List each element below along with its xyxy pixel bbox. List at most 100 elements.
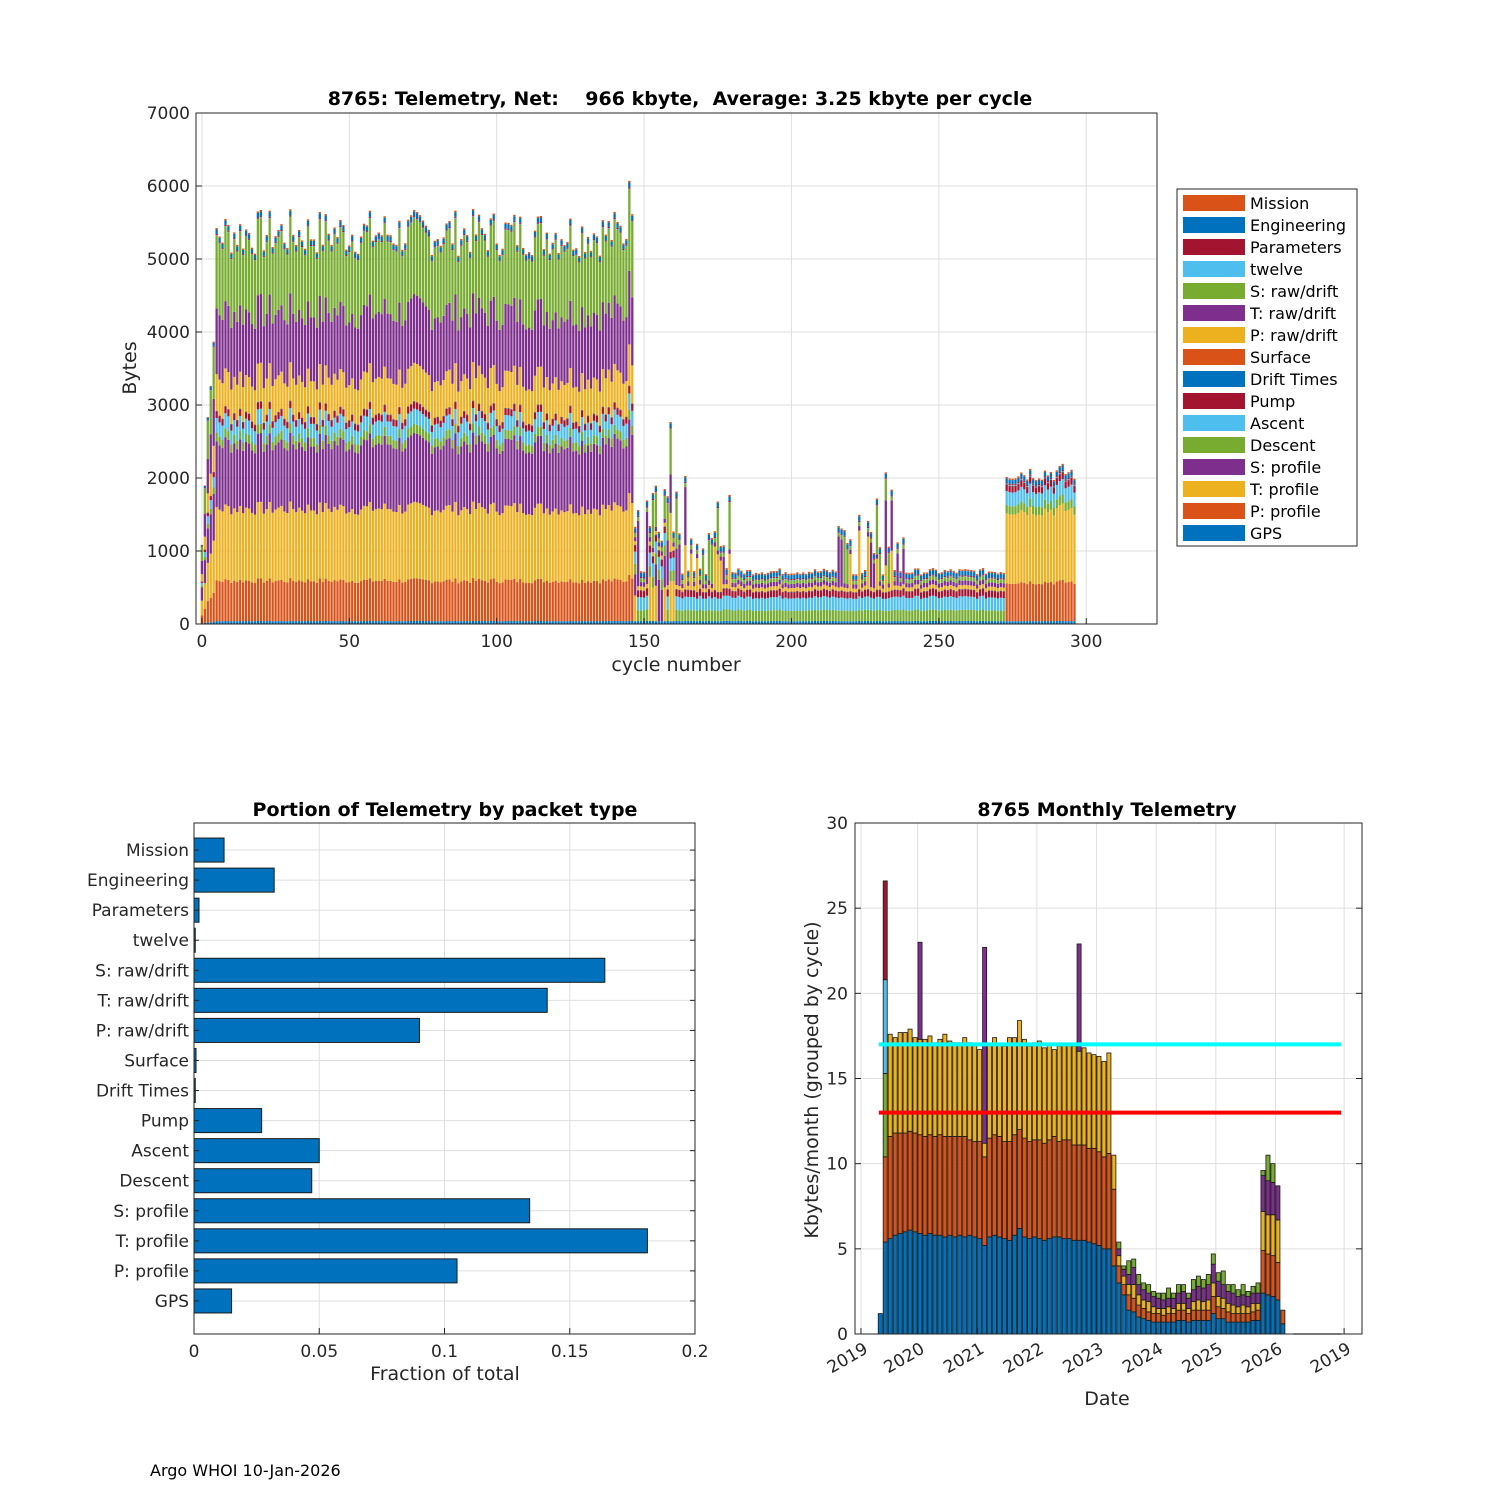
top-bar-segment	[914, 576, 917, 580]
top-bar-segment	[881, 592, 884, 599]
top-bar-segment	[342, 579, 345, 622]
monthly-bar-segment	[1190, 1289, 1196, 1303]
top-bar-segment	[519, 366, 522, 405]
fraction-category-label: T: profile	[115, 1232, 189, 1252]
top-bar-segment	[642, 578, 646, 580]
top-bar-segment	[642, 610, 646, 622]
top-bar-segment	[825, 577, 828, 578]
top-bar-segment	[769, 586, 772, 591]
top-bar-segment	[362, 408, 366, 410]
top-bar-segment	[1008, 583, 1011, 622]
top-bar-segment	[766, 578, 770, 580]
top-bar-segment	[345, 621, 348, 624]
top-bar-segment	[563, 621, 566, 624]
top-bar-segment	[215, 235, 218, 309]
top-bar-segment	[902, 588, 905, 596]
top-bar-segment	[648, 545, 652, 553]
top-bar-segment	[757, 598, 761, 611]
top-bar-segment	[996, 621, 999, 624]
top-bar-segment	[743, 573, 746, 575]
top-bar-segment	[701, 549, 705, 554]
top-bar-segment	[681, 578, 684, 581]
top-bar-segment	[931, 579, 935, 585]
top-bar-segment	[751, 621, 755, 624]
top-bar-segment	[1034, 621, 1038, 624]
top-bar-segment	[964, 580, 967, 585]
top-bar-segment	[371, 424, 375, 439]
top-bar-segment	[1067, 479, 1070, 481]
top-bar-segment	[454, 210, 457, 213]
top-bar-segment	[430, 261, 433, 262]
top-bar-segment	[625, 416, 628, 418]
top-bar-segment	[295, 512, 298, 583]
top-bar-segment	[855, 611, 858, 622]
top-bar-segment	[619, 372, 622, 410]
top-bar-segment	[687, 577, 690, 582]
top-ylabel: Bytes	[119, 341, 141, 394]
top-bar-segment	[887, 591, 890, 593]
top-bar-segment	[698, 575, 702, 577]
top-bar-segment	[563, 245, 566, 247]
top-bar-segment	[268, 363, 271, 402]
top-bar-segment	[698, 576, 702, 580]
monthly-bar-segment	[1265, 1253, 1271, 1296]
top-bar-segment	[578, 446, 581, 455]
top-bar-segment	[861, 591, 864, 592]
top-bar-segment	[445, 439, 448, 506]
top-bar-segment	[1058, 580, 1061, 621]
top-bar-segment	[607, 407, 610, 415]
top-bar-segment	[905, 591, 908, 592]
top-bar-segment	[433, 424, 436, 439]
top-bar-segment	[551, 244, 554, 249]
top-bar-segment	[690, 610, 693, 622]
top-bar-segment	[1049, 479, 1053, 481]
fraction-category-label: Drift Times	[96, 1082, 189, 1102]
top-bar-segment	[516, 449, 519, 513]
top-bar-segment	[928, 569, 932, 571]
top-bar-segment	[525, 453, 528, 515]
top-bar-segment	[616, 227, 619, 230]
top-bar-segment	[445, 371, 448, 409]
top-bar-segment	[501, 255, 504, 325]
top-bar-segment	[519, 405, 522, 413]
top-bar-segment	[961, 609, 964, 622]
top-bar-segment	[810, 583, 814, 588]
top-bar-segment	[858, 621, 861, 624]
top-bar-segment	[345, 451, 348, 514]
top-legend-swatch	[1183, 393, 1245, 409]
top-bar-segment	[958, 596, 961, 610]
top-bar-segment	[763, 592, 767, 593]
top-bar-segment	[224, 226, 227, 227]
top-bar-segment	[728, 502, 731, 550]
top-bar-segment	[802, 590, 805, 592]
top-bar-segment	[825, 571, 828, 577]
monthly-bar-segment	[1195, 1285, 1201, 1301]
top-bar-segment	[887, 591, 890, 592]
top-bar-segment	[819, 621, 823, 624]
top-bar-segment	[920, 575, 923, 580]
top-bar-segment	[1040, 479, 1044, 482]
top-bar-segment	[710, 538, 714, 540]
top-bar-segment	[645, 588, 649, 589]
top-bar-segment	[321, 449, 324, 513]
top-bar-segment	[395, 251, 398, 252]
top-bar-segment	[896, 549, 899, 550]
top-bar-segment	[362, 408, 366, 409]
top-bar-segment	[852, 591, 855, 593]
top-bar-segment	[666, 589, 669, 597]
top-bar-segment	[300, 246, 304, 248]
monthly-bar-segment	[1185, 1321, 1191, 1335]
top-bar-segment	[964, 576, 967, 581]
top-bar-segment	[669, 423, 672, 428]
top-bar-segment	[698, 620, 702, 624]
top-bar-segment	[890, 550, 893, 591]
top-bar-segment	[342, 409, 345, 410]
top-bar-segment	[277, 237, 280, 310]
top-bar-segment	[389, 509, 392, 581]
top-bar-segment	[760, 572, 764, 574]
top-bar-segment	[439, 621, 442, 624]
top-bar-segment	[908, 578, 911, 580]
monthly-bar-segment	[962, 1136, 968, 1238]
top-bar-segment	[1073, 492, 1076, 507]
